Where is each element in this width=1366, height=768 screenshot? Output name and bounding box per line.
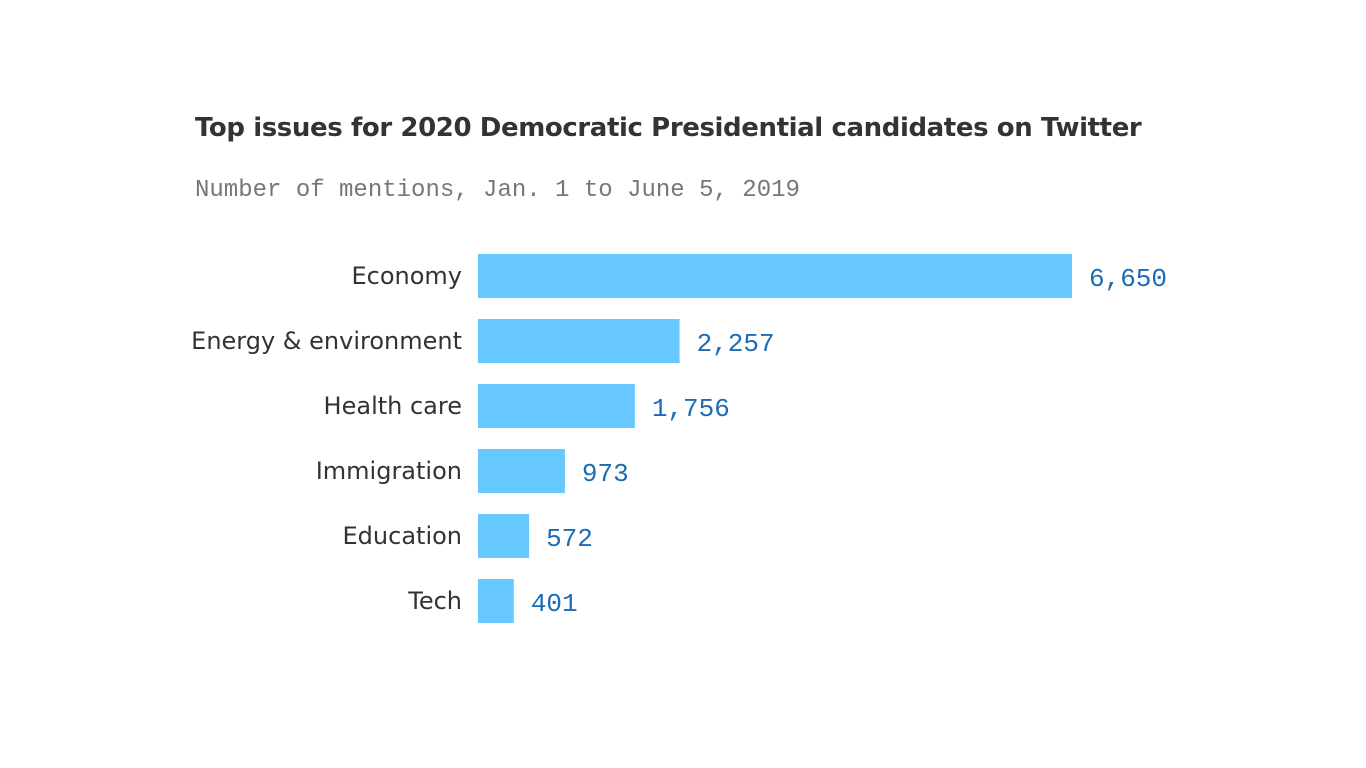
- category-label: Energy & environment: [191, 327, 462, 355]
- category-label: Economy: [351, 262, 462, 290]
- category-label: Education: [343, 522, 462, 550]
- chart-subtitle: Number of mentions, Jan. 1 to June 5, 20…: [195, 177, 800, 204]
- bar-row: Immigration 973: [316, 449, 629, 493]
- bar: [478, 449, 565, 493]
- value-label: 2,257: [697, 329, 775, 359]
- bar: [478, 384, 635, 428]
- bar: [478, 319, 680, 363]
- bar: [478, 254, 1072, 298]
- bar-row: Tech 401: [407, 579, 578, 623]
- bar-row: Economy 6,650: [351, 254, 1167, 298]
- value-label: 973: [582, 459, 629, 489]
- value-label: 572: [546, 524, 593, 554]
- chart-title: Top issues for 2020 Democratic President…: [195, 113, 1142, 143]
- bar-row: Education 572: [343, 514, 593, 558]
- bar: [478, 514, 530, 558]
- bar-row: Energy & environment 2,257: [191, 319, 775, 363]
- bar-row: Health care 1,756: [324, 384, 730, 428]
- category-label: Immigration: [316, 457, 462, 485]
- category-label: Health care: [324, 392, 462, 420]
- bar: [478, 579, 514, 623]
- value-label: 401: [531, 589, 578, 619]
- value-label: 6,650: [1089, 264, 1167, 294]
- category-label: Tech: [407, 587, 462, 615]
- value-label: 1,756: [652, 394, 730, 424]
